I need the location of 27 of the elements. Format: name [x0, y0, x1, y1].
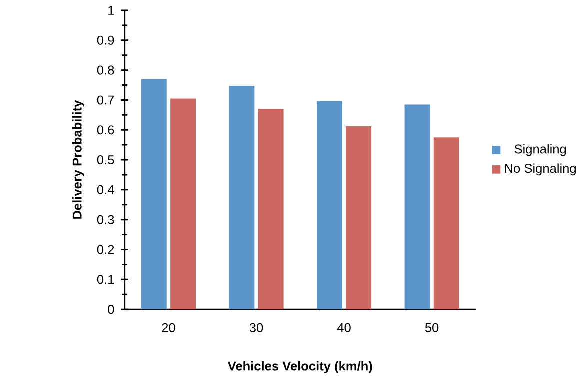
- y-tick-label: 0.8: [97, 66, 114, 75]
- y-tick-label: 0.3: [97, 215, 114, 224]
- y-tick-label: 0.9: [97, 36, 114, 45]
- y-tick-label: 0.1: [97, 274, 114, 284]
- y-tick-label: 1: [108, 6, 114, 15]
- y-tick-label: 0.4: [97, 185, 114, 194]
- bar: [434, 137, 460, 310]
- bar: [258, 108, 284, 310]
- bar: [404, 104, 430, 310]
- x-tick-label: 40: [337, 323, 351, 332]
- x-axis-title: Vehicles Velocity (km/h): [228, 361, 372, 374]
- y-tick-label: 0.6: [97, 125, 114, 134]
- legend-label: No Signaling: [505, 163, 576, 176]
- y-tick-label: 0.7: [97, 96, 114, 105]
- y-tick-label: 0: [108, 304, 114, 314]
- y-axis-title: Delivery Probability: [72, 100, 84, 219]
- bar: [316, 101, 342, 310]
- legend-label: Signaling: [514, 144, 566, 156]
- x-tick-label: 30: [250, 323, 264, 332]
- bar: [346, 126, 372, 310]
- y-tick-label: 0.2: [97, 245, 114, 254]
- x-tick-label: 20: [162, 323, 176, 332]
- y-tick-label: 0.5: [97, 155, 114, 164]
- bar: [141, 79, 167, 310]
- x-tick-label: 50: [425, 323, 439, 332]
- bar: [170, 98, 196, 310]
- bar: [229, 86, 255, 310]
